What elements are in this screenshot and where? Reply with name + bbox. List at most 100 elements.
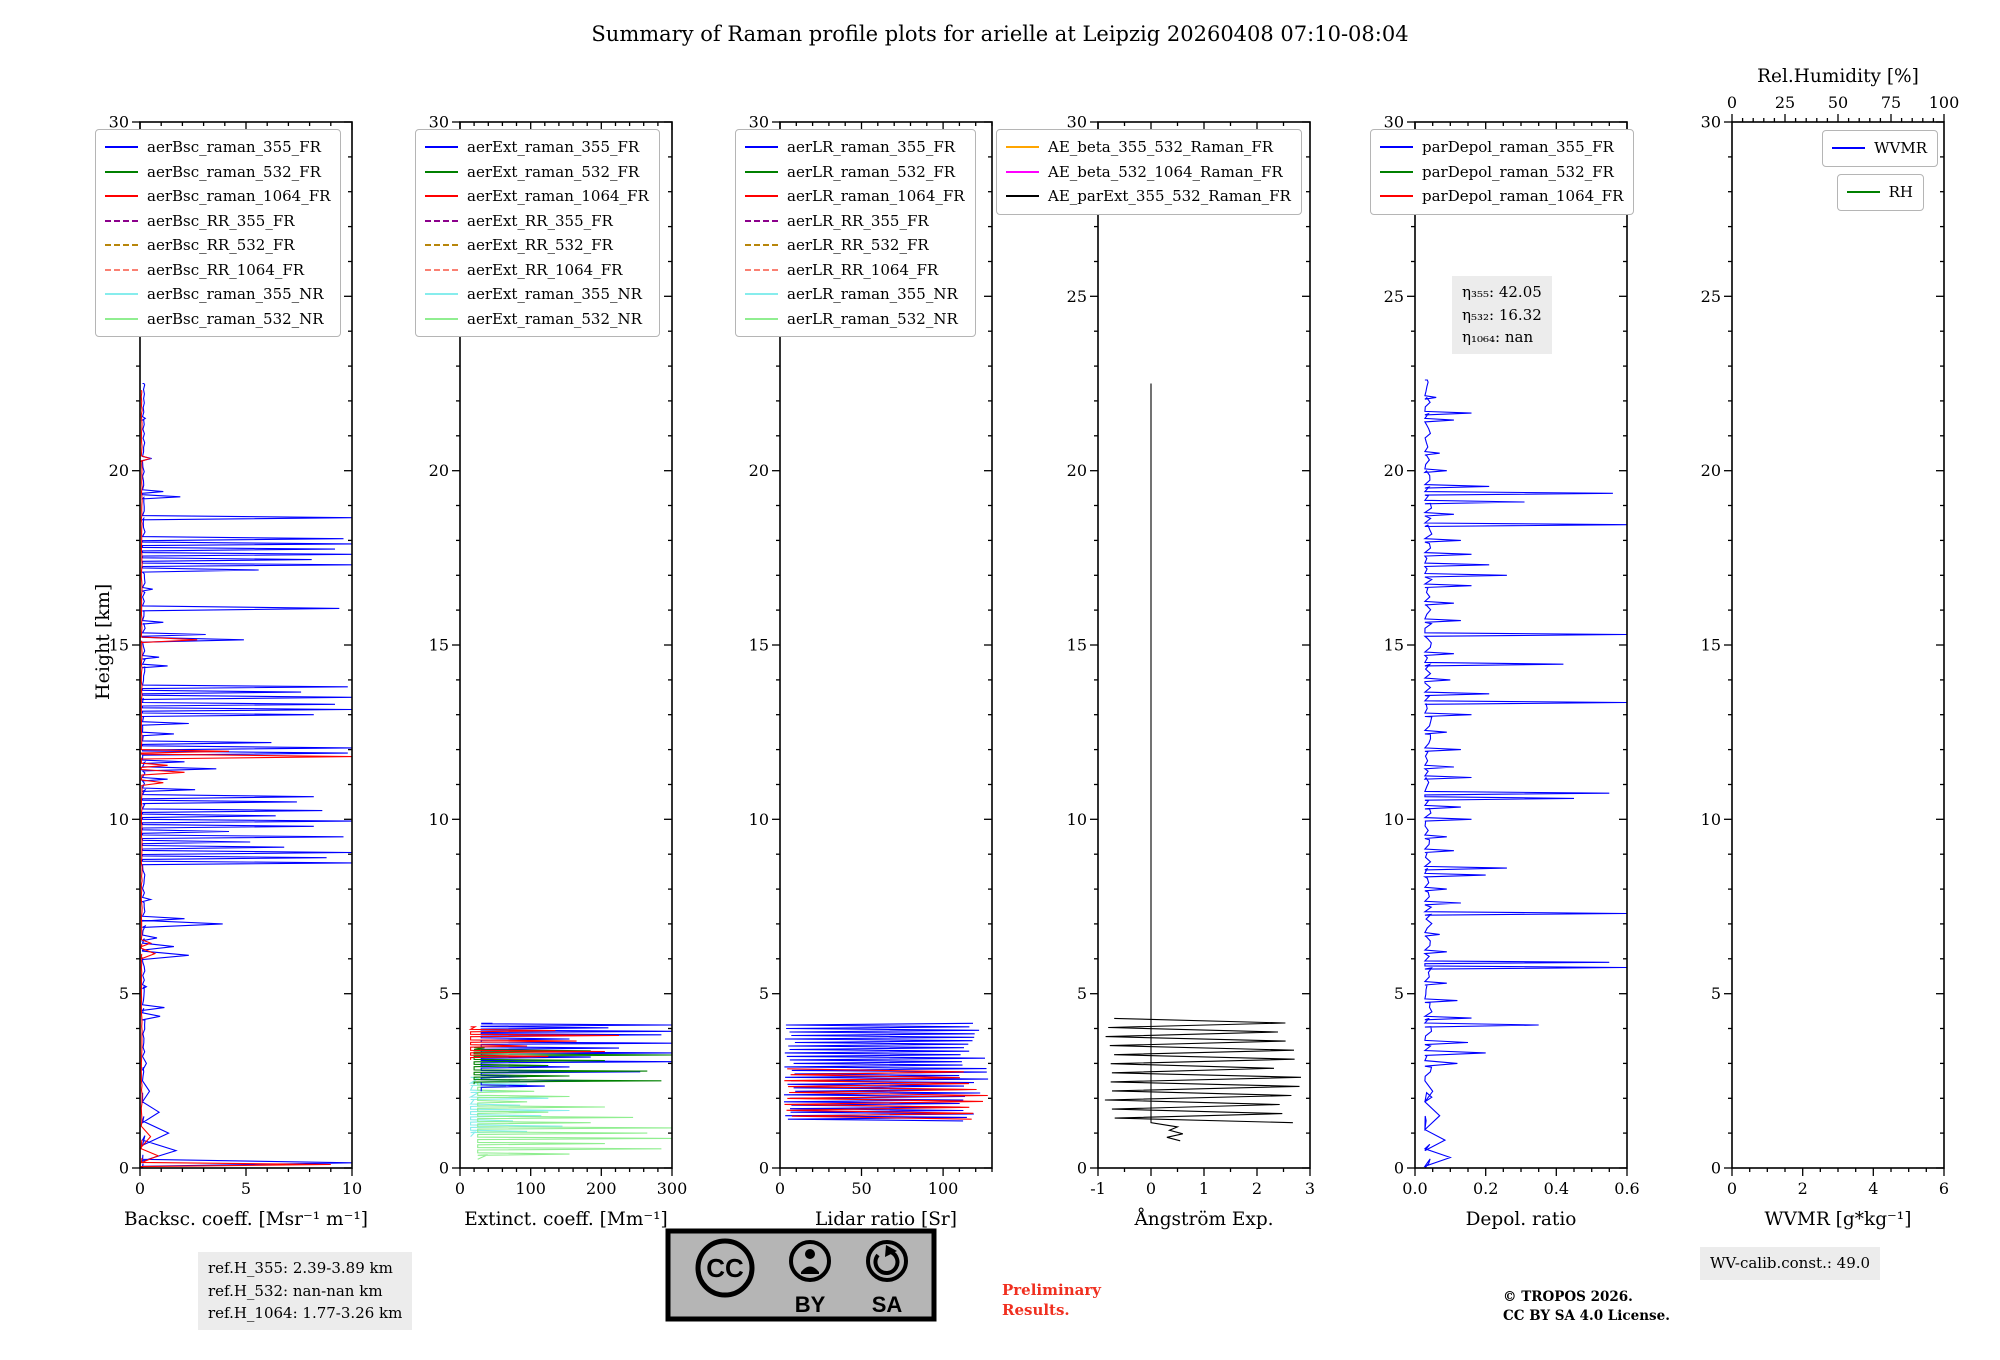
x-tick-label: 3 [1305, 1179, 1315, 1198]
legend-line-sample [105, 146, 138, 149]
legend-line-sample [105, 268, 138, 271]
legend-entry: aerBsc_raman_532_FR [105, 160, 330, 185]
by-person-head [805, 1249, 815, 1259]
series-group [468, 1022, 673, 1160]
x-tick-label: 100 [515, 1179, 546, 1198]
legend-label: AE_parExt_355_532_Raman_FR [1048, 187, 1291, 206]
sa-arrow-head [885, 1245, 897, 1257]
legend-entry: parDepol_raman_355_FR [1380, 135, 1623, 160]
legend-entry: aerBsc_raman_355_FR [105, 135, 330, 160]
legend-line-sample [745, 146, 778, 149]
by-text: BY [795, 1292, 826, 1317]
x-tick-label: 0 [1146, 1179, 1156, 1198]
legend-label: aerBsc_RR_355_FR [147, 211, 295, 230]
x-tick-label: 0 [455, 1179, 465, 1198]
legend-entry: aerExt_RR_1064_FR [425, 258, 649, 283]
y-tick-label: 30 [1067, 113, 1087, 132]
legend-label: aerExt_RR_355_FR [467, 211, 613, 230]
eta-1064-value: η₁₀₆₄: nan [1462, 328, 1534, 346]
legend-entry: parDepol_raman_532_FR [1380, 160, 1623, 185]
x-axis-label: Backsc. coeff. [Msr⁻¹ m⁻¹] [124, 1209, 368, 1230]
legend-label: aerBsc_RR_1064_FR [147, 260, 305, 279]
eta-annotation: η₃₅₅: 42.05 η₅₃₂: 16.32 η₁₀₆₄: nan [1452, 276, 1552, 354]
y-tick-label: 0 [1077, 1159, 1087, 1178]
x-axis-label: Ångström Exp. [1133, 1208, 1273, 1230]
x-axis-label: Lidar ratio [Sr] [815, 1209, 957, 1230]
legend-line-sample [745, 268, 778, 271]
legend-entry: aerLR_RR_532_FR [745, 233, 965, 258]
legend-label: aerBsc_raman_355_FR [147, 138, 321, 157]
ref-h-532: ref.H_532: nan-nan km [208, 1281, 383, 1300]
y-tick-label: 30 [109, 113, 129, 132]
y-tick-label: 5 [759, 984, 769, 1003]
top-tick-label: 100 [1929, 93, 1960, 112]
x-axis-label: Depol. ratio [1466, 1209, 1577, 1230]
series-group [1104, 383, 1302, 1142]
panel-wvmr: 0 5 10 15 20 25 30 0 2 4 6 WVMR [g*kg⁻¹] 0 25 50 75 100 R… [1701, 66, 1960, 1230]
legend-line-sample [1380, 195, 1413, 198]
top-tick-label: 0 [1727, 93, 1737, 112]
legend-line-sample [1380, 170, 1413, 173]
preliminary-note: Preliminary Results. [1002, 1280, 1101, 1321]
y-tick-label: 20 [109, 461, 129, 480]
y-tick-label: 30 [429, 113, 449, 132]
legend-entry: WVMR [1832, 136, 1927, 161]
ref-heights-annotation: ref.H_355: 2.39-3.89 km ref.H_532: nan-n… [198, 1252, 413, 1330]
y-tick-label: 20 [1384, 461, 1404, 480]
legend-angstrom: AE_beta_355_532_Raman_FR AE_beta_532_1064… [996, 129, 1302, 215]
legend-lidar_ratio: aerLR_raman_355_FR aerLR_raman_532_FR aerL… [735, 129, 976, 337]
legend-entry: aerExt_RR_355_FR [425, 209, 649, 234]
legend-line-sample [425, 244, 458, 247]
y-tick-label: 25 [1701, 287, 1721, 306]
series-aerBsc_raman_1064_FR [140, 389, 353, 1168]
y-tick-label: 20 [749, 461, 769, 480]
legend-entry: aerLR_raman_532_FR [745, 160, 965, 185]
legend-line-sample [105, 195, 138, 198]
axes-frame [1731, 121, 1945, 1169]
x-tick-label: 0.0 [1402, 1179, 1427, 1198]
legend-extinction: aerExt_raman_355_FR aerExt_raman_532_FR ae… [415, 129, 660, 337]
y-tick-label: 25 [1384, 287, 1404, 306]
x-tick-label: -1 [1090, 1179, 1106, 1198]
legend-entry: AE_beta_355_532_Raman_FR [1006, 135, 1291, 160]
panel-extinction: 0510152025300100200300Extinct. coeff. [M… [429, 113, 688, 1231]
x-tick-label: 300 [657, 1179, 688, 1198]
legend-line-sample [105, 219, 138, 222]
legend-entry: aerExt_RR_532_FR [425, 233, 649, 258]
x-tick-label: 0 [775, 1179, 785, 1198]
legend-line-sample [425, 268, 458, 271]
legend-entry: aerBsc_raman_532_NR [105, 307, 330, 332]
legend-label: aerExt_raman_532_FR [467, 162, 640, 181]
y-tick-label: 20 [429, 461, 449, 480]
legend-label: aerExt_raman_532_NR [467, 309, 642, 328]
ref-h-355: ref.H_355: 2.39-3.89 km [208, 1259, 393, 1277]
wv-calib-annotation: WV-calib.const.: 49.0 [1700, 1247, 1881, 1280]
legend-entry: aerExt_raman_1064_FR [425, 184, 649, 209]
axes-frame [1097, 121, 1311, 1169]
preliminary-line-1: Preliminary [1002, 1281, 1101, 1299]
legend-label: parDepol_raman_532_FR [1422, 162, 1614, 181]
legend-line-sample [745, 293, 778, 296]
preliminary-line-2: Results. [1002, 1301, 1070, 1320]
series-aerExt_raman_532_NR [477, 1078, 673, 1160]
y-tick-label: 20 [1701, 461, 1721, 480]
legend-line-sample [425, 293, 458, 296]
series-parDepol_raman_355_FR [1422, 379, 1628, 1169]
x-tick-label: 200 [586, 1179, 617, 1198]
x-tick-label: 5 [241, 1179, 251, 1198]
legend-depol: parDepol_raman_355_FR parDepol_raman_532_… [1370, 129, 1635, 215]
legend-entry: aerBsc_RR_1064_FR [105, 258, 330, 283]
legend-entry: RH [1846, 180, 1913, 205]
y-tick-label: 15 [429, 636, 449, 655]
legend-label: aerExt_RR_532_FR [467, 236, 613, 255]
y-tick-label: 5 [1077, 984, 1087, 1003]
y-tick-label: 10 [1384, 810, 1404, 829]
legend-entry: aerLR_raman_355_FR [745, 135, 965, 160]
legend-label: aerLR_RR_1064_FR [787, 260, 939, 279]
y-tick-label: 10 [749, 810, 769, 829]
x-tick-label: 1 [1199, 1179, 1209, 1198]
x-tick-label: 0 [1727, 1179, 1737, 1198]
legend-line-sample [105, 170, 138, 173]
